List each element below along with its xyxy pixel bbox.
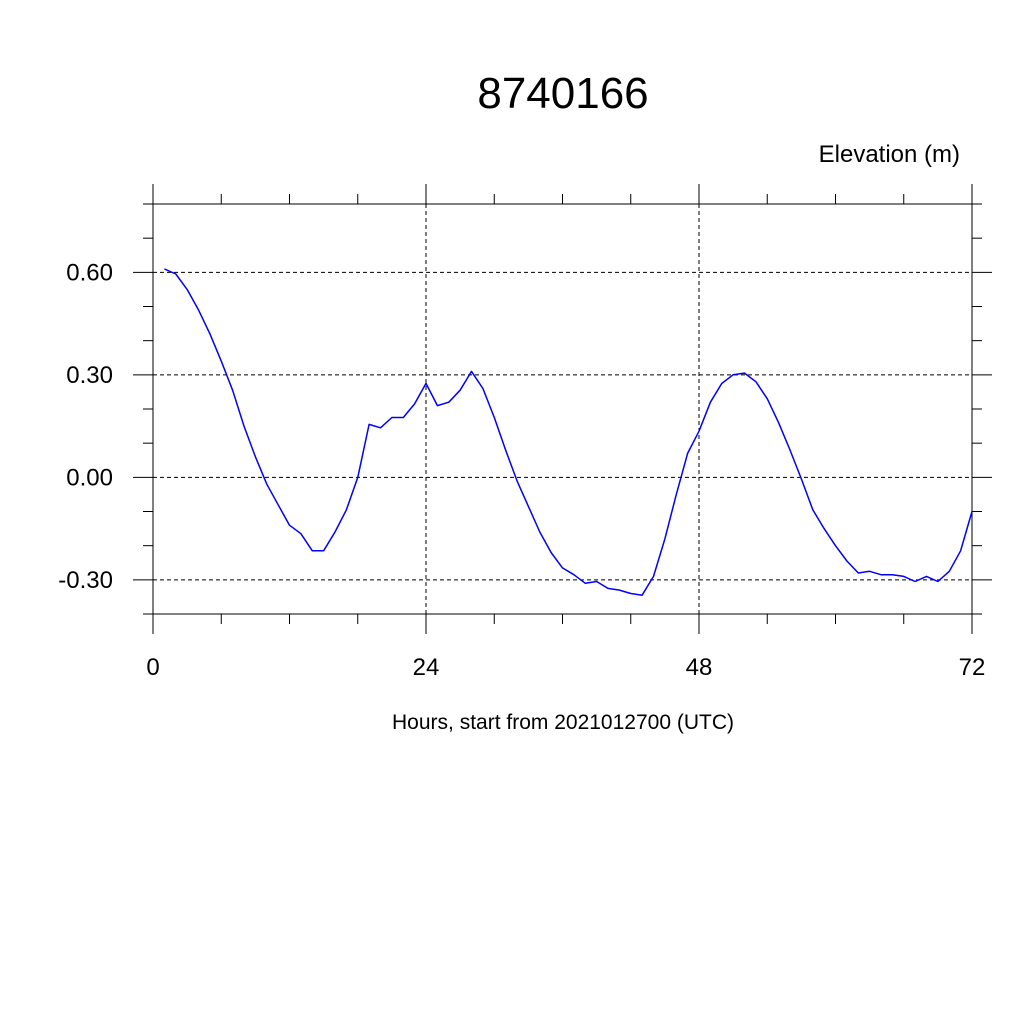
chart-title: 8740166 [477, 69, 648, 118]
y-tick-label: 0.00 [66, 464, 113, 491]
y-axis-label: Elevation (m) [819, 141, 960, 168]
x-axis-label: Hours, start from 2021012700 (UTC) [392, 711, 734, 734]
axis-ticks [133, 184, 992, 634]
y-tick-label: 0.30 [66, 362, 113, 389]
x-tick-label: 48 [686, 654, 713, 681]
x-tick-label: 72 [959, 654, 986, 681]
series-layer [164, 268, 973, 596]
y-tick-label: 0.60 [66, 259, 113, 286]
elevation-series-line [164, 268, 973, 596]
tick-labels: 0 24 48 72 -0.30 0.00 0.30 0.60 [58, 259, 985, 681]
x-tick-label: 24 [413, 654, 440, 681]
x-tick-label: 0 [146, 654, 159, 681]
y-tick-label: -0.30 [58, 567, 113, 594]
